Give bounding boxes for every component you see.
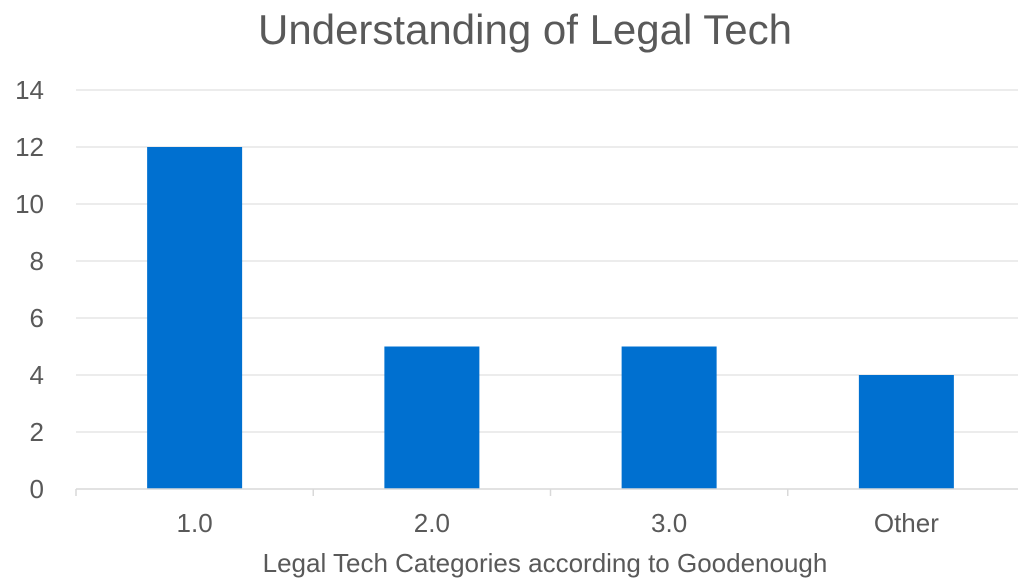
- x-tick-label: Other: [874, 508, 939, 538]
- y-tick-label: 6: [30, 303, 44, 333]
- y-tick-label: 14: [15, 75, 44, 105]
- y-tick-label: 10: [15, 189, 44, 219]
- y-tick-label: 8: [30, 246, 44, 276]
- y-axis-tick-labels: 0 2 4 6 8 10 12 14: [15, 75, 44, 504]
- x-axis: [75, 488, 1018, 496]
- y-tick-label: 2: [30, 417, 44, 447]
- bar-2.0: [384, 346, 480, 489]
- bar-1.0: [147, 147, 243, 489]
- y-tick-label: 0: [30, 474, 44, 504]
- x-tick-label: 1.0: [177, 508, 213, 538]
- bars: [147, 147, 954, 489]
- bar-Other: [858, 375, 954, 489]
- y-tick-label: 12: [15, 132, 44, 162]
- chart-title: Understanding of Legal Tech: [258, 6, 792, 53]
- y-tick-label: 4: [30, 360, 44, 390]
- bar-3.0: [621, 346, 717, 489]
- x-axis-title: Legal Tech Categories according to Goode…: [262, 548, 828, 578]
- x-axis-tick-labels: 1.0 2.0 3.0 Other: [177, 508, 940, 538]
- x-tick-label: 2.0: [414, 508, 450, 538]
- x-tick-label: 3.0: [651, 508, 687, 538]
